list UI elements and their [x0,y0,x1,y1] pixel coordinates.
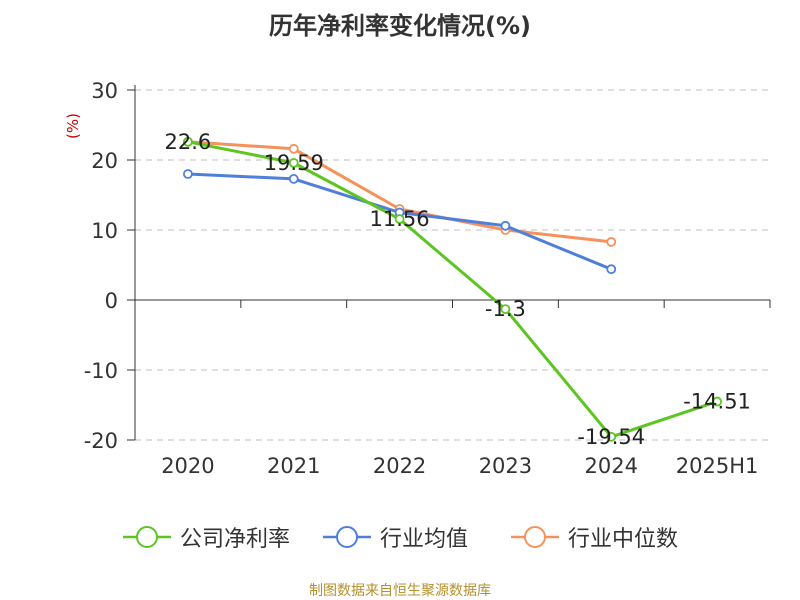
legend-swatch-icon [511,526,559,548]
data-label: 19.59 [264,151,324,175]
legend-label: 公司净利率 [180,527,291,552]
data-point [712,396,722,407]
legend-label: 行业中位数 [568,527,679,552]
y-tick-label: 0 [105,289,118,313]
chart-legend: 公司净利率 行业均值 行业中位数 [0,521,800,555]
legend-item[interactable]: 行业中位数 [510,521,678,553]
net-margin-chart: 30 20 10 0 -10 -20 2020 2021 2022 2023 2024 2025H1 (… [64,79,771,478]
data-point [183,169,193,179]
data-point [288,143,299,154]
data-point [394,214,405,224]
data-label: 22.6 [165,130,212,154]
data-point [288,173,299,184]
data-label: -14.51 [683,390,751,414]
y-tick-label: -10 [84,359,118,383]
data-label: -1.3 [485,297,526,321]
x-tick-label: 2021 [267,454,320,478]
data-point [500,220,511,231]
data-label: -19.54 [577,425,645,449]
axis-layer: 30 20 10 0 -10 -20 2020 2021 2022 2023 2024 2025H1 (… [64,79,771,478]
data-label: 11.56 [370,207,430,231]
x-tick-label: 2023 [479,454,532,478]
legend-item[interactable]: 公司净利率 [122,521,290,553]
x-tick-label: 2020 [161,454,214,478]
series-layer [183,136,722,442]
data-point [183,136,193,147]
y-tick-label: 10 [91,219,118,243]
y-tick-label: -20 [84,429,118,453]
legend-swatch-icon [323,526,371,548]
chart-title: 历年净利率变化情况(%) [269,12,531,40]
data-point [606,264,617,275]
data-point [288,157,299,168]
y-axis-label: (%) [64,113,82,139]
x-tick-label: 2025H1 [676,454,759,478]
grid-layer [135,89,770,441]
y-tick-label: 20 [91,149,118,173]
data-point [500,304,511,315]
legend-swatch-icon [123,526,171,548]
data-point [606,236,617,247]
y-tick-label: 30 [91,79,118,103]
x-tick-label: 2024 [585,454,638,478]
series-line [187,140,718,439]
x-tick-label: 2022 [373,454,426,478]
label-layer: 22.6 19.59 11.56 -1.3 -19.54 -14.51 [165,130,751,449]
data-point [606,431,617,442]
legend-item[interactable]: 行业均值 [322,521,468,553]
data-source: 制图数据来自恒生聚源数据库 [309,583,491,599]
legend-label: 行业均值 [380,527,469,552]
